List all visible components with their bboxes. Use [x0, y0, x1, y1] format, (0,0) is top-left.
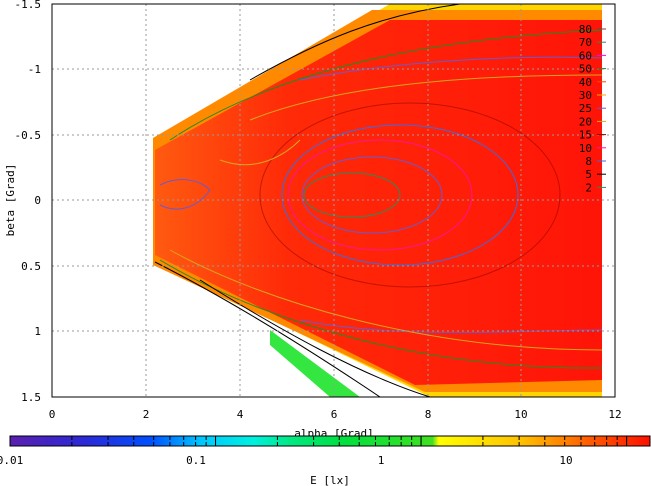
colorbar-tick-label: 0.1 [186, 454, 206, 467]
legend-label: 2 [585, 181, 592, 194]
colorbar: 0.01 0.1 1 10 E [lx] [0, 435, 651, 486]
colorbar-tick-labels: 0.01 0.1 1 10 [0, 454, 573, 467]
y-tick-label: 1 [34, 325, 41, 338]
legend-label: 10 [579, 142, 592, 155]
contour-line [169, 74, 603, 351]
contour-line [259, 102, 561, 288]
y-tick-label: -0.5 [15, 129, 42, 142]
legend-label: 5 [585, 168, 592, 181]
contour-line [154, 4, 461, 397]
y-tick-label: -1 [28, 63, 41, 76]
y-tick-label: 0 [34, 194, 41, 207]
contour-line [159, 29, 603, 369]
colorbar-label: E [lx] [310, 474, 350, 486]
legend-label: 60 [579, 49, 592, 62]
x-tick-label: 4 [237, 408, 244, 421]
legend-label: 70 [579, 36, 592, 49]
y-tick-label: 0.5 [21, 260, 41, 273]
x-tick-label: 0 [49, 408, 56, 421]
legend-label: 40 [579, 76, 592, 89]
y-tick-labels: -1.5 -1 -0.5 0 0.5 1 1.5 [15, 0, 42, 404]
field-green-corner [270, 330, 360, 397]
colorbar-tick-label: 0.01 [0, 454, 23, 467]
contour-line [159, 56, 603, 333]
contour-line [303, 172, 401, 218]
field-core [155, 20, 602, 385]
x-tick-label: 8 [425, 408, 432, 421]
x-tick-label: 6 [331, 408, 338, 421]
legend-label: 30 [579, 89, 592, 102]
legend-label: 15 [579, 129, 592, 142]
colorbar-tick-label: 10 [559, 454, 572, 467]
heatmap-field [153, 4, 602, 397]
legend-label: 80 [579, 23, 592, 36]
legend-label: 8 [585, 155, 592, 168]
y-axis-label: beta [Grad] [4, 164, 17, 237]
contour-lines [154, 4, 603, 397]
contour-line [287, 139, 473, 251]
x-tick-label: 10 [514, 408, 527, 421]
contour-line [281, 124, 519, 266]
x-tick-label: 2 [143, 408, 150, 421]
legend-label: 25 [579, 102, 592, 115]
y-tick-label: -1.5 [15, 0, 42, 11]
y-tick-label: 1.5 [21, 391, 41, 404]
plot-frame [51, 3, 616, 398]
colorbar-tick-label: 1 [378, 454, 385, 467]
colorbar-ticks [9, 436, 628, 446]
colorbar-gradient [9, 435, 651, 447]
legend-label: 50 [579, 63, 592, 76]
x-tick-label: 12 [608, 408, 621, 421]
legend-label: 20 [579, 115, 592, 128]
contour-line [301, 156, 443, 234]
grid [52, 4, 615, 397]
x-tick-labels: 0 2 4 6 8 10 12 [49, 408, 622, 421]
